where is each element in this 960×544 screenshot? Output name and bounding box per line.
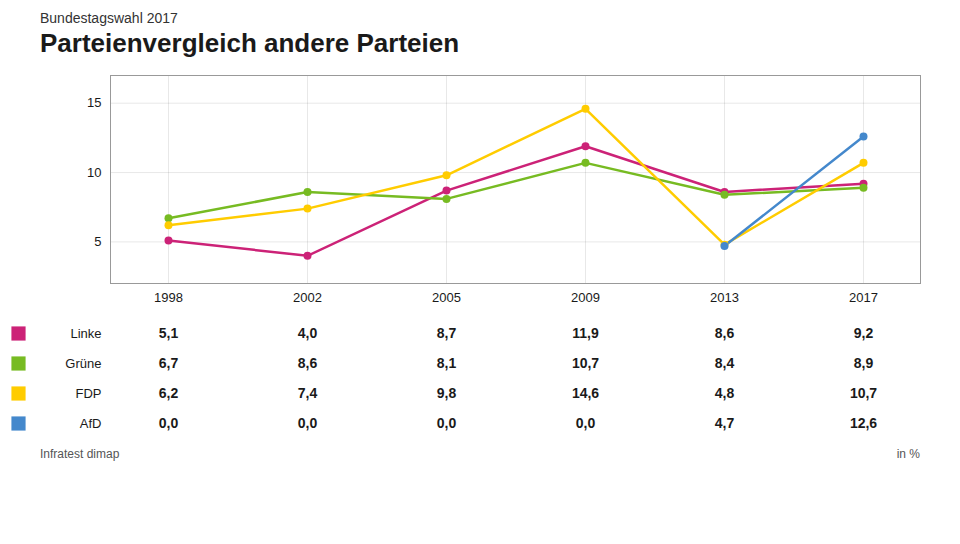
- svg-text:5: 5: [94, 234, 101, 249]
- svg-text:6,2: 6,2: [159, 385, 179, 401]
- html-text:Infratest dimap: Infratest dimap: [40, 447, 120, 461]
- svg-text:2002: 2002: [293, 290, 322, 305]
- svg-text:8,4: 8,4: [715, 355, 735, 371]
- svg-text:14,6: 14,6: [572, 385, 599, 401]
- html-text:in %: in %: [896, 447, 920, 461]
- svg-text:8,9: 8,9: [854, 355, 874, 371]
- svg-text:0,0: 0,0: [298, 415, 318, 431]
- svg-text:7,4: 7,4: [298, 385, 318, 401]
- svg-text:Grüne: Grüne: [65, 356, 101, 371]
- svg-text:Linke: Linke: [70, 326, 101, 341]
- svg-text:1998: 1998: [154, 290, 183, 305]
- svg-text:5,1: 5,1: [159, 325, 179, 341]
- svg-text:2013: 2013: [710, 290, 739, 305]
- svg-text:8,7: 8,7: [437, 325, 457, 341]
- svg-text:9,2: 9,2: [854, 325, 874, 341]
- html-text:Parteienvergleich andere Parte: Parteienvergleich andere Parteien: [40, 28, 460, 58]
- svg-text:AfD: AfD: [80, 416, 102, 431]
- svg-text:4,7: 4,7: [715, 415, 735, 431]
- svg-text:0,0: 0,0: [437, 415, 457, 431]
- svg-text:9,8: 9,8: [437, 385, 457, 401]
- svg-text:2005: 2005: [432, 290, 461, 305]
- svg-text:8,6: 8,6: [715, 325, 735, 341]
- svg-text:8,6: 8,6: [298, 355, 318, 371]
- svg-text:10,7: 10,7: [572, 355, 599, 371]
- html-text:Bundestagswahl 2017: Bundestagswahl 2017: [40, 10, 178, 26]
- svg-text:10: 10: [87, 165, 101, 180]
- svg-text:8,1: 8,1: [437, 355, 457, 371]
- svg-text:4,0: 4,0: [298, 325, 318, 341]
- svg-text:11,9: 11,9: [572, 325, 599, 341]
- svg-text:2017: 2017: [849, 290, 878, 305]
- svg-text:0,0: 0,0: [576, 415, 596, 431]
- svg-text:10,7: 10,7: [850, 385, 877, 401]
- svg-text:12,6: 12,6: [850, 415, 877, 431]
- svg-text:0,0: 0,0: [159, 415, 179, 431]
- svg-text:2009: 2009: [571, 290, 600, 305]
- svg-text:4,8: 4,8: [715, 385, 735, 401]
- svg-text:15: 15: [87, 95, 101, 110]
- svg-text:FDP: FDP: [76, 386, 102, 401]
- svg-text:6,7: 6,7: [159, 355, 179, 371]
